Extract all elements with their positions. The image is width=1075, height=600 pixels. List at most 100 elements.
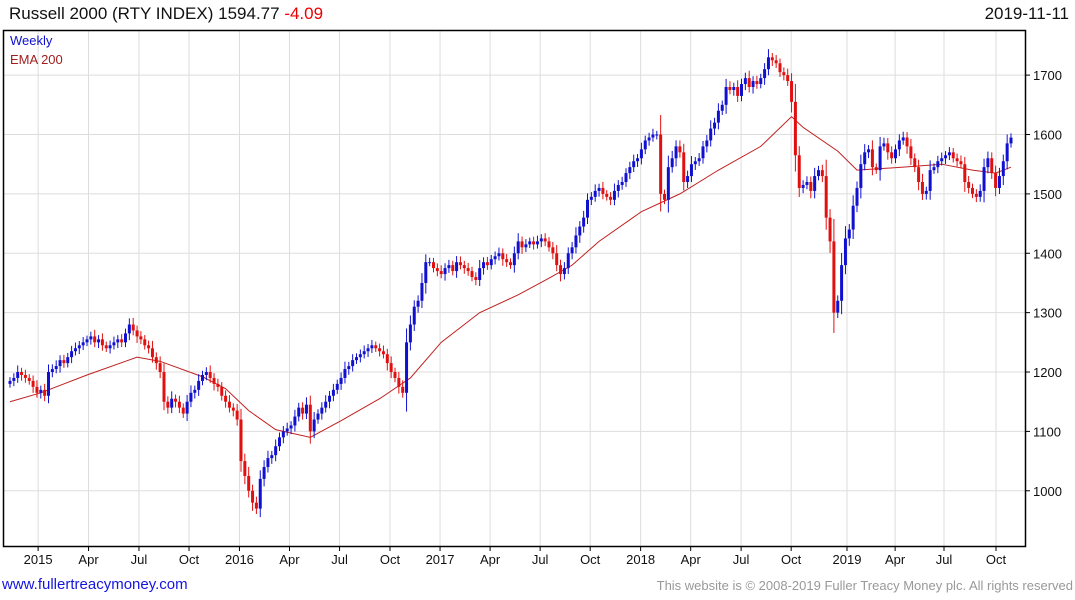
candle: [990, 152, 994, 179]
candle: [528, 237, 532, 249]
candle-body: [127, 324, 131, 334]
x-tick-label: 2015: [24, 552, 53, 567]
candle: [559, 259, 563, 282]
candle: [524, 239, 528, 253]
candle-body: [254, 502, 258, 509]
candle: [639, 142, 643, 165]
candle: [54, 360, 58, 374]
candle: [347, 361, 351, 375]
x-tick-label: Oct: [179, 552, 200, 567]
candle-body: [393, 372, 397, 378]
candle-body: [874, 167, 878, 171]
candle-body: [539, 238, 543, 242]
candle: [435, 263, 439, 277]
candle: [73, 342, 77, 356]
candle: [381, 345, 385, 359]
candle: [543, 233, 547, 247]
candle: [447, 259, 451, 273]
candle-body: [894, 149, 897, 159]
candle-body: [331, 389, 335, 396]
candle-body: [251, 490, 255, 503]
candle: [574, 227, 578, 254]
candle: [882, 137, 886, 151]
candle: [770, 53, 774, 67]
candle-body: [720, 104, 724, 111]
candle: [520, 236, 524, 254]
website-link[interactable]: www.fullertreacymoney.com: [2, 576, 188, 593]
candle-body: [8, 380, 12, 384]
candle: [262, 460, 266, 487]
candle-body: [70, 351, 74, 358]
candle: [716, 103, 720, 130]
candle-body: [820, 170, 824, 177]
candle: [335, 379, 339, 395]
candle: [147, 340, 151, 354]
candle: [470, 266, 474, 282]
candle: [474, 272, 478, 286]
candle-body: [566, 253, 570, 269]
candle: [836, 295, 840, 318]
candle: [70, 345, 74, 364]
candle-body: [551, 247, 555, 254]
candle-body: [397, 377, 401, 387]
candle-body: [212, 377, 216, 384]
candle: [58, 355, 62, 373]
candle-body: [636, 158, 640, 162]
candle: [678, 140, 682, 158]
candle-body: [589, 196, 593, 200]
candle: [659, 115, 663, 212]
candle-body: [23, 374, 27, 378]
candle: [408, 315, 412, 351]
candle-body: [863, 152, 867, 165]
candle: [416, 295, 420, 313]
candle: [971, 183, 974, 199]
candle: [139, 331, 143, 345]
candle-body: [266, 458, 270, 468]
candle: [304, 397, 308, 420]
candle: [35, 380, 39, 398]
candle-body: [793, 101, 797, 156]
candle-body: [104, 345, 108, 349]
candle: [582, 210, 586, 233]
candle-body: [759, 78, 763, 85]
candle-body: [512, 253, 516, 266]
candle: [955, 153, 959, 167]
candle-body: [509, 262, 512, 266]
candle: [89, 331, 93, 345]
candle-body: [851, 205, 855, 230]
candle-body: [886, 143, 890, 153]
y-tick-label: 1500: [1033, 187, 1062, 202]
candle: [890, 146, 894, 164]
candle-body: [405, 342, 409, 393]
candle: [231, 403, 235, 417]
candle: [586, 193, 589, 225]
candle: [713, 117, 717, 136]
candle-body: [274, 446, 278, 456]
candle: [85, 335, 89, 347]
candle: [509, 258, 512, 269]
candle: [62, 354, 66, 368]
candle: [693, 156, 697, 170]
candle: [174, 394, 178, 408]
candle: [235, 403, 239, 426]
candle-body: [408, 324, 412, 343]
candle-body: [774, 60, 778, 64]
candle: [281, 425, 285, 444]
candle: [43, 383, 47, 402]
candle: [863, 144, 867, 171]
candle-body: [189, 392, 193, 402]
candle-body: [936, 161, 940, 168]
candle-body: [612, 190, 616, 200]
candle-body: [485, 262, 489, 266]
candle-body: [439, 271, 443, 275]
candle: [593, 184, 597, 202]
candle-body: [670, 158, 674, 168]
candle: [458, 256, 462, 270]
candle-body: [778, 63, 782, 73]
candle-body: [116, 339, 120, 343]
candle: [847, 224, 851, 246]
candle-body: [239, 419, 243, 462]
candle: [759, 73, 763, 89]
candle-body: [917, 167, 921, 183]
